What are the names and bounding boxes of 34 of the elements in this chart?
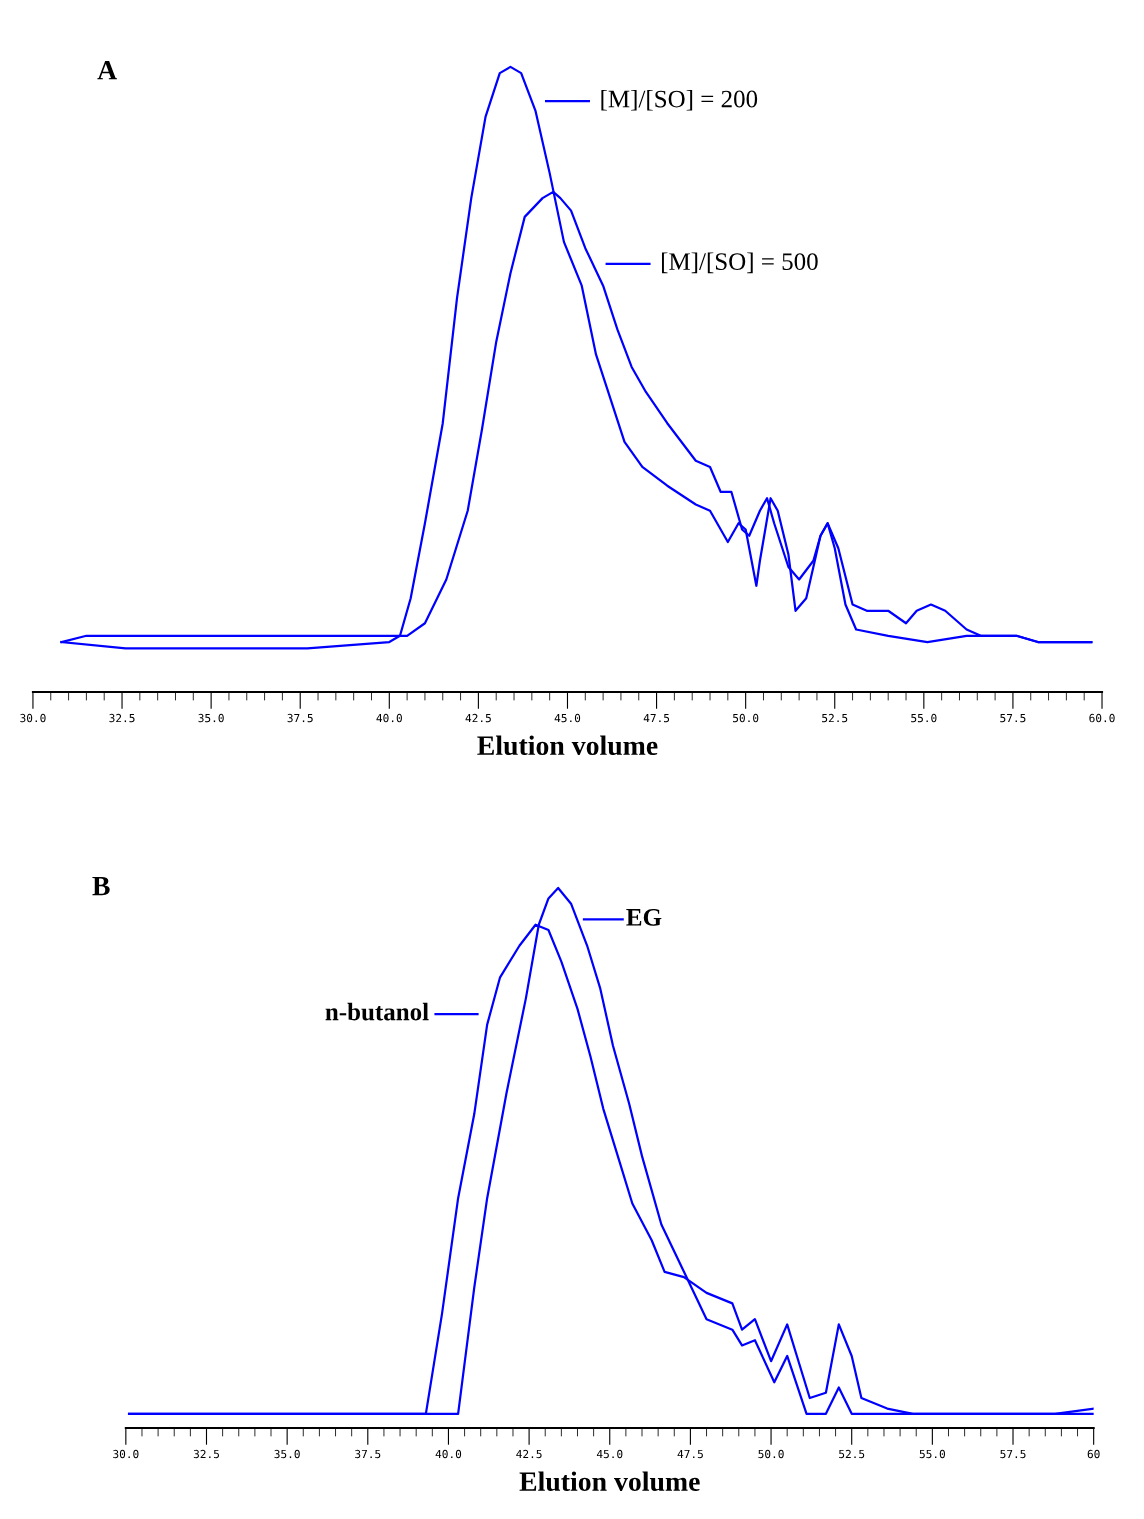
x-axis-title: Elution volume: [477, 735, 658, 756]
x-tick-label: 57.5: [1000, 1449, 1026, 1459]
x-tick-label: 30.0: [20, 713, 46, 723]
chart-title: A: [97, 60, 117, 80]
x-tick-label: 55.0: [911, 713, 937, 723]
x-tick-label: 55.0: [919, 1449, 946, 1459]
legend-label: [M]/[SO] = 200: [601, 89, 758, 111]
x-tick-label: 50.0: [733, 713, 759, 723]
x-tick-label: 57.5: [1000, 713, 1026, 723]
legend-label: [M]/[SO] = 500: [661, 252, 818, 274]
x-tick-label: 42.5: [516, 1449, 542, 1459]
x-tick-label: 52.5: [822, 713, 848, 723]
x-tick-label: 32.5: [109, 713, 135, 723]
x-tick-label: 40.0: [435, 1449, 462, 1459]
x-tick-label: 40.0: [376, 713, 402, 723]
x-tick-label: 50.0: [758, 1449, 784, 1459]
x-tick-label: 47.5: [643, 713, 670, 723]
x-tick-label: 37.5: [355, 1449, 381, 1459]
x-tick-label: 42.5: [465, 713, 491, 723]
x-tick-label: 32.5: [193, 1449, 219, 1459]
x-tick-label: 35.0: [198, 713, 224, 723]
x-tick-label: 35.0: [274, 1449, 300, 1459]
text: n-butanol: [325, 1002, 429, 1021]
x-tick-label: 45.0: [596, 1449, 623, 1459]
legend-label: EG: [626, 908, 662, 926]
x-tick-label: 60: [1087, 1449, 1100, 1459]
x-tick-label: 52.5: [839, 1449, 865, 1459]
x-axis-title: Elution volume: [519, 1471, 700, 1492]
x-tick-label: 30.0: [113, 1449, 139, 1459]
x-tick-label: 37.5: [287, 713, 313, 723]
x-tick-label: 60.0: [1089, 713, 1115, 723]
x-tick-label: 45.0: [554, 713, 581, 723]
x-tick-label: 47.5: [677, 1449, 703, 1459]
chart-title: B: [92, 876, 110, 896]
